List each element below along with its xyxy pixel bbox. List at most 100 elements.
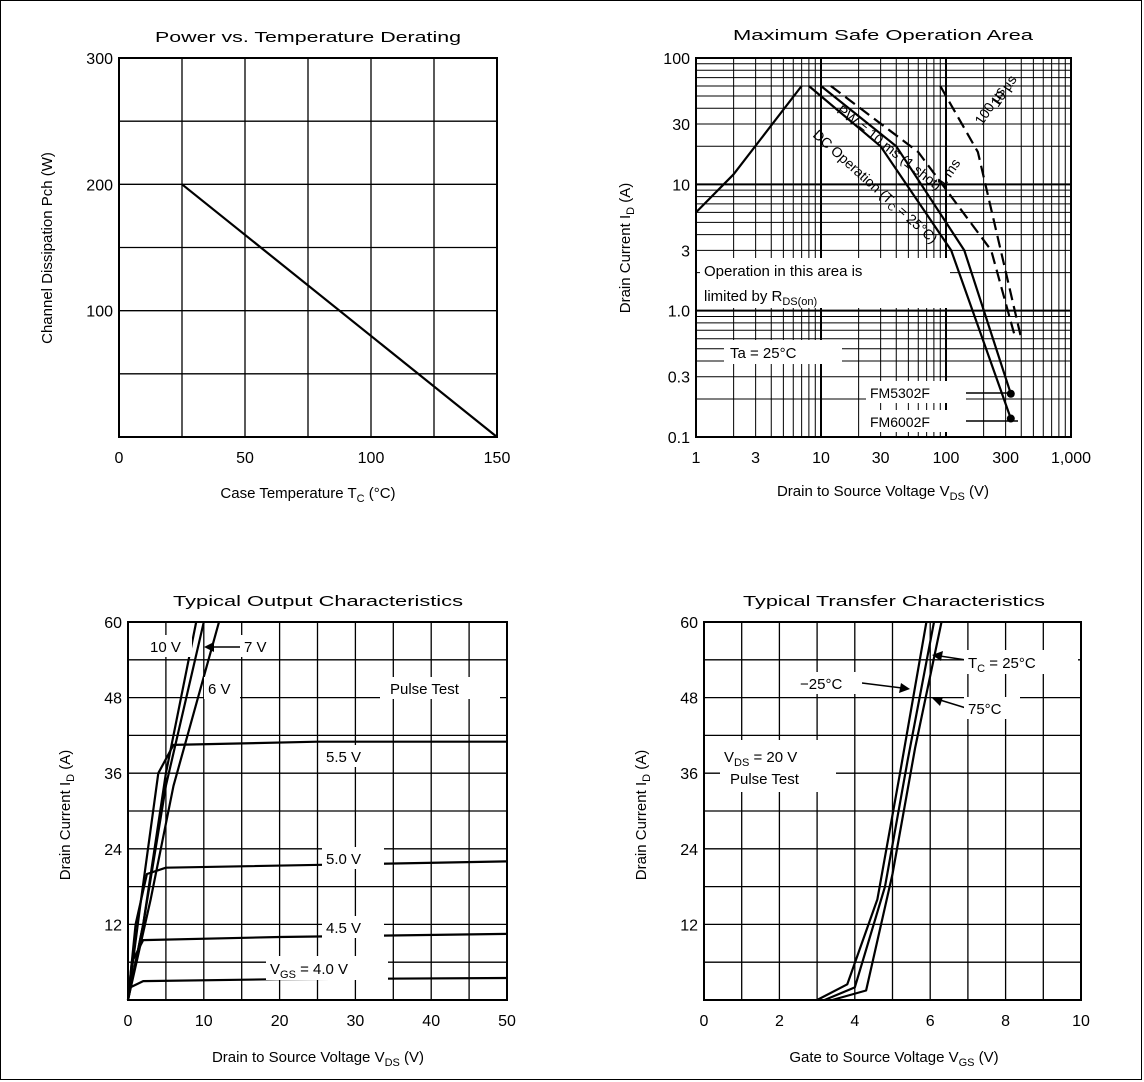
limit-note-line-1: Operation in this area is xyxy=(704,263,862,280)
curve-labels: 10 V 7 V 6 V Pulse Test 5.5 V 5.0 V 4.5 … xyxy=(146,635,500,981)
label-bg-45v xyxy=(322,916,384,938)
tick-labels: 1 3 10 30 100 300 1,000 100 30 10 3 1.0 0.3 0.1 xyxy=(663,51,1091,467)
y-tick-label: 200 xyxy=(86,177,113,194)
y-tick-label: 24 xyxy=(104,842,122,859)
x-tick-label: 300 xyxy=(992,450,1019,467)
ta-note-box xyxy=(724,340,842,364)
x-tick-label: 3 xyxy=(751,450,760,467)
label-bg-75 xyxy=(964,697,1020,719)
chart-grid xyxy=(695,57,1072,438)
series-lines xyxy=(181,183,498,438)
output-characteristics-chart: Typical Output Characteristics 0 10 20 30 40… xyxy=(57,593,516,1069)
series-line xyxy=(831,621,943,1002)
label-bg-pulse xyxy=(380,677,500,699)
y-tick-label: 48 xyxy=(680,691,698,708)
arrow-75 xyxy=(932,697,943,706)
x-tick-label: 30 xyxy=(872,450,890,467)
series-line xyxy=(808,85,1012,419)
y-tick-label: 10 xyxy=(672,177,690,194)
y-tick-label: 12 xyxy=(680,917,698,934)
series-line xyxy=(820,85,1012,395)
part-number-b: FM6002F xyxy=(870,414,930,430)
series-line xyxy=(181,183,498,438)
label-bg-40v xyxy=(266,956,388,980)
safe-operation-area-chart: Maximum Safe Operation Area 1 3 10 30 100 300… xyxy=(617,27,1091,503)
x-tick-label: 4 xyxy=(850,1013,859,1030)
label-10v: 10 V xyxy=(150,639,181,656)
series-lines xyxy=(816,621,943,1002)
x-tick-label: 10 xyxy=(195,1013,213,1030)
limit-note-line-2: limited by RDS(on) xyxy=(704,288,817,308)
x-axis-label: Gate to Source Voltage VGS (V) xyxy=(789,1049,998,1069)
chart-title: Maximum Safe Operation Area xyxy=(733,27,1034,44)
y-tick-label: 60 xyxy=(680,615,698,632)
label-bg-50v xyxy=(322,847,384,869)
tick-labels: 0 50 100 150 300 200 100 xyxy=(86,51,510,467)
y-axis-label: Drain Current ID (A) xyxy=(633,750,653,881)
arrow-minus-25 xyxy=(899,683,910,693)
arrow-tc-25 xyxy=(932,651,943,661)
y-axis-label: Drain Current ID (A) xyxy=(57,750,77,881)
tick-labels: 0 10 20 30 40 50 60 48 36 24 12 xyxy=(104,615,516,1030)
x-tick-label: 2 xyxy=(775,1013,784,1030)
leader-tc-25 xyxy=(939,655,967,661)
label-minus-25c: −25°C xyxy=(800,676,842,693)
x-tick-label: 1 xyxy=(692,450,701,467)
series-line xyxy=(824,621,936,1002)
arrow-7v xyxy=(204,642,214,652)
x-axis-label: Drain to Source Voltage VDS (V) xyxy=(777,483,989,503)
x-tick-label: 10 xyxy=(812,450,830,467)
label-75c: 75°C xyxy=(968,701,1002,718)
series-line xyxy=(816,621,928,1001)
label-vgs-4-0v: VGS = 4.0 V xyxy=(270,961,348,981)
x-tick-label: 0 xyxy=(115,450,124,467)
label-bg-conditions xyxy=(720,740,836,792)
y-tick-label: 12 xyxy=(104,917,122,934)
x-tick-label: 150 xyxy=(484,450,511,467)
transfer-characteristics-chart: Typical Transfer Characteristics 0 2 4 6 8 10… xyxy=(633,593,1090,1069)
chart-grid xyxy=(118,57,498,438)
part-number-a: FM5302F xyxy=(870,385,930,401)
y-tick-label: 36 xyxy=(680,766,698,783)
y-tick-label: 0.3 xyxy=(668,370,690,387)
label-bg-tc xyxy=(964,650,1078,674)
plot-frame xyxy=(703,621,1082,1001)
series-line xyxy=(126,740,507,1001)
plot-frame xyxy=(127,621,508,1001)
y-axis-label: Drain Current ID (A) xyxy=(617,183,637,314)
label-5-5v: 5.5 V xyxy=(326,749,361,766)
x-tick-label: 10 xyxy=(1072,1013,1090,1030)
limit-note-box xyxy=(700,258,950,308)
label-bg-7v xyxy=(240,635,276,657)
label-pulse-test: Pulse Test xyxy=(390,681,460,698)
label-bg-minus-25 xyxy=(798,672,862,694)
y-tick-label: 300 xyxy=(86,51,113,68)
power-derating-chart: Power vs. Temperature Derating 0 50 100 150… xyxy=(39,29,510,505)
series-line xyxy=(695,85,803,214)
x-tick-label: 100 xyxy=(933,450,960,467)
series-line xyxy=(126,860,508,1001)
chart-title: Typical Output Characteristics xyxy=(173,593,463,610)
series-line xyxy=(939,85,1023,339)
label-vds-20v: VDS = 20 V xyxy=(724,749,797,769)
part-a-box xyxy=(866,381,966,403)
y-tick-label: 36 xyxy=(104,766,122,783)
plot-frame xyxy=(695,57,1072,438)
y-tick-label: 100 xyxy=(663,51,690,68)
label-4-5v: 4.5 V xyxy=(326,920,361,937)
x-tick-label: 20 xyxy=(271,1013,289,1030)
chart-title: Power vs. Temperature Derating xyxy=(155,29,461,46)
y-tick-label: 3 xyxy=(681,243,690,260)
part-b-box xyxy=(866,410,966,432)
y-tick-label: 30 xyxy=(672,117,690,134)
x-tick-label: 50 xyxy=(236,450,254,467)
y-axis-label: Channel Dissipation Pch (W) xyxy=(39,152,56,344)
ambient-temperature-note: Ta = 25°C xyxy=(730,345,797,362)
y-tick-label: 48 xyxy=(104,691,122,708)
label-5-0v: 5.0 V xyxy=(326,851,361,868)
plot-frame xyxy=(118,57,498,438)
leader-minus-25 xyxy=(861,682,903,689)
series-lines xyxy=(695,85,1023,423)
x-tick-label: 40 xyxy=(422,1013,440,1030)
